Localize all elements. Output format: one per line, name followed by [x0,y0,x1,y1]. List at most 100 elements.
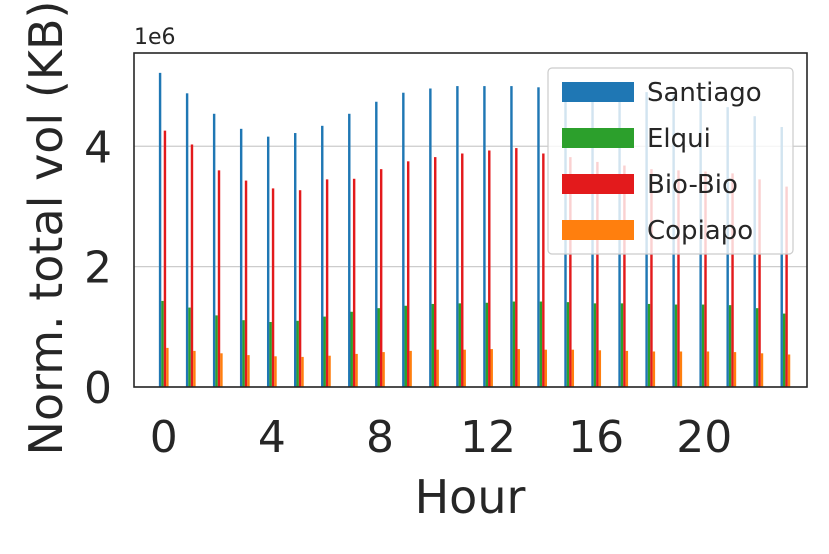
bar-bio-bio [677,170,680,387]
bar-copiapo [679,351,683,387]
legend-swatch [562,82,634,102]
bar-copiapo [598,350,602,387]
bar-santiago [348,113,351,387]
bar-elqui [566,302,570,387]
x-ticks: 0 4 8 12 16 20 [150,412,733,463]
bar-elqui [701,304,705,387]
x-tick-label: 16 [568,412,624,463]
bar-santiago [266,136,270,387]
x-tick-label: 20 [676,412,732,463]
y-axis-label: Norm. total vol (KB) [19,1,73,456]
bar-bio-bio [731,173,734,387]
bar-elqui [242,320,245,387]
bar-santiago [294,133,297,387]
bar-bio-bio [488,150,491,387]
bar-elqui [161,300,164,387]
bar-santiago [483,86,486,388]
legend: Santiago Elqui Bio-Bio Copiapo [547,67,794,255]
legend-swatch [562,220,634,240]
y-tick-label: 4 [84,122,112,173]
bar-elqui [620,303,624,387]
y-offset-label: 1e6 [134,25,176,50]
bar-copiapo [544,349,547,387]
bar-bio-bio [325,179,329,387]
legend-swatch [562,128,634,148]
bar-copiapo [436,349,439,387]
bar-copiapo [625,350,629,387]
legend-label: Copiapo [647,216,753,246]
bar-santiago [456,86,459,388]
bar-bio-bio [298,190,302,387]
legend-label: Bio-Bio [647,170,738,200]
bar-elqui [755,308,759,387]
bar-elqui [782,313,786,387]
bar-santiago [185,93,189,387]
bar-copiapo [760,353,764,387]
bar-copiapo [787,354,791,387]
bar-santiago [780,127,783,388]
bar-elqui [539,301,543,387]
y-tick-label: 0 [84,363,112,414]
bar-bio-bio [542,153,545,387]
bar-elqui [728,305,732,387]
bar-elqui [296,320,299,387]
legend-swatch [562,174,634,194]
bar-copiapo [193,350,196,387]
bar-santiago [158,72,162,387]
bar-bio-bio [704,171,707,387]
bar-copiapo [409,350,412,387]
bar-bio-bio [569,157,572,387]
bar-elqui [377,308,380,387]
bar-bio-bio [623,165,626,387]
x-tick-label: 8 [366,412,394,463]
bar-copiapo [166,347,169,387]
bar-copiapo [733,352,737,387]
x-axis-label: Hour [415,470,526,524]
bar-bio-bio [190,144,194,387]
bar-santiago [510,86,513,388]
bar-bio-bio [785,186,788,387]
bar-elqui [674,304,678,387]
bar-copiapo [274,356,277,387]
bar-bio-bio [217,170,221,387]
bar-elqui [647,303,651,387]
bar-bio-bio [434,157,437,387]
bar-copiapo [571,349,575,387]
plot-frame [133,52,808,388]
bar-bio-bio [515,148,518,387]
bar-elqui [350,311,353,387]
bar-bio-bio [163,130,167,387]
bar-copiapo [706,351,710,387]
bar-copiapo [517,349,520,387]
bar-santiago [212,113,216,387]
bar-bio-bio [758,179,761,387]
y-ticks: 0 2 4 [84,122,112,414]
bar-bio-bio [406,161,410,387]
bar-bio-bio [650,169,653,387]
bar-bio-bio [379,169,383,387]
bar-santiago [537,87,540,387]
bar-elqui [188,307,191,387]
bar-copiapo [220,353,223,387]
y-tick-label: 2 [84,243,112,294]
bar-copiapo [355,353,358,387]
bar-elqui [431,303,435,387]
bar-santiago [239,128,243,387]
bar-copiapo [382,352,385,387]
bar-santiago [402,92,405,387]
bar-bio-bio [352,178,356,387]
bar-copiapo [247,355,250,387]
bar-elqui [269,322,272,387]
legend-label: Santiago [647,78,762,108]
bar-copiapo [328,355,331,387]
bar-elqui [404,305,407,387]
bar-copiapo [463,349,466,387]
x-tick-label: 0 [150,412,178,463]
legend-label: Elqui [647,124,711,154]
bar-elqui [458,303,462,387]
bar-copiapo [652,351,656,387]
legend-box [547,67,794,255]
bar-copiapo [301,356,304,387]
